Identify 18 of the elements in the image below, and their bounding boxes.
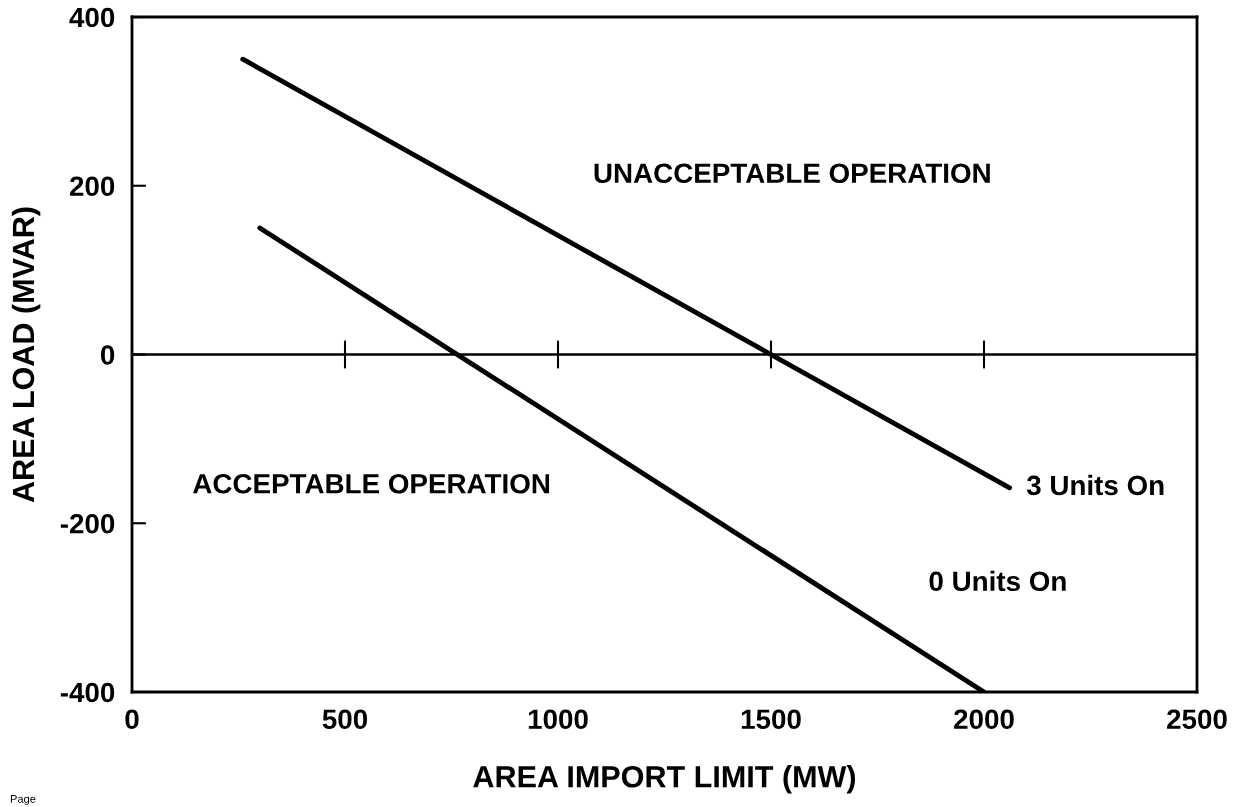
x-tick-label: 0 [125, 709, 139, 730]
y-tick-label: 400 [69, 7, 115, 28]
series-label: 0 Units On [929, 570, 1066, 592]
x-tick-label: 1000 [528, 709, 588, 730]
text: Page [10, 795, 36, 805]
x-tick-label: 2000 [954, 709, 1014, 730]
x-tick-label: 500 [322, 709, 368, 730]
y-axis-title: AREA LOAD (MVAR) [11, 207, 41, 503]
annotation: ACCEPTABLE OPERATION [193, 473, 550, 494]
y-tick-label: 0 [100, 345, 115, 365]
x-tick-label: 1500 [741, 709, 801, 730]
x-tick-label: 2500 [1167, 709, 1227, 730]
x-axis-title: AREA IMPORT LIMIT (MW) [473, 765, 856, 794]
annotation: UNACCEPTABLE OPERATION [594, 163, 990, 184]
y-tick-label: -200 [60, 513, 115, 534]
y-tick-label: 200 [69, 176, 115, 197]
series-label: 3 Units On [1026, 474, 1164, 496]
y-tick-label: -400 [60, 682, 115, 703]
